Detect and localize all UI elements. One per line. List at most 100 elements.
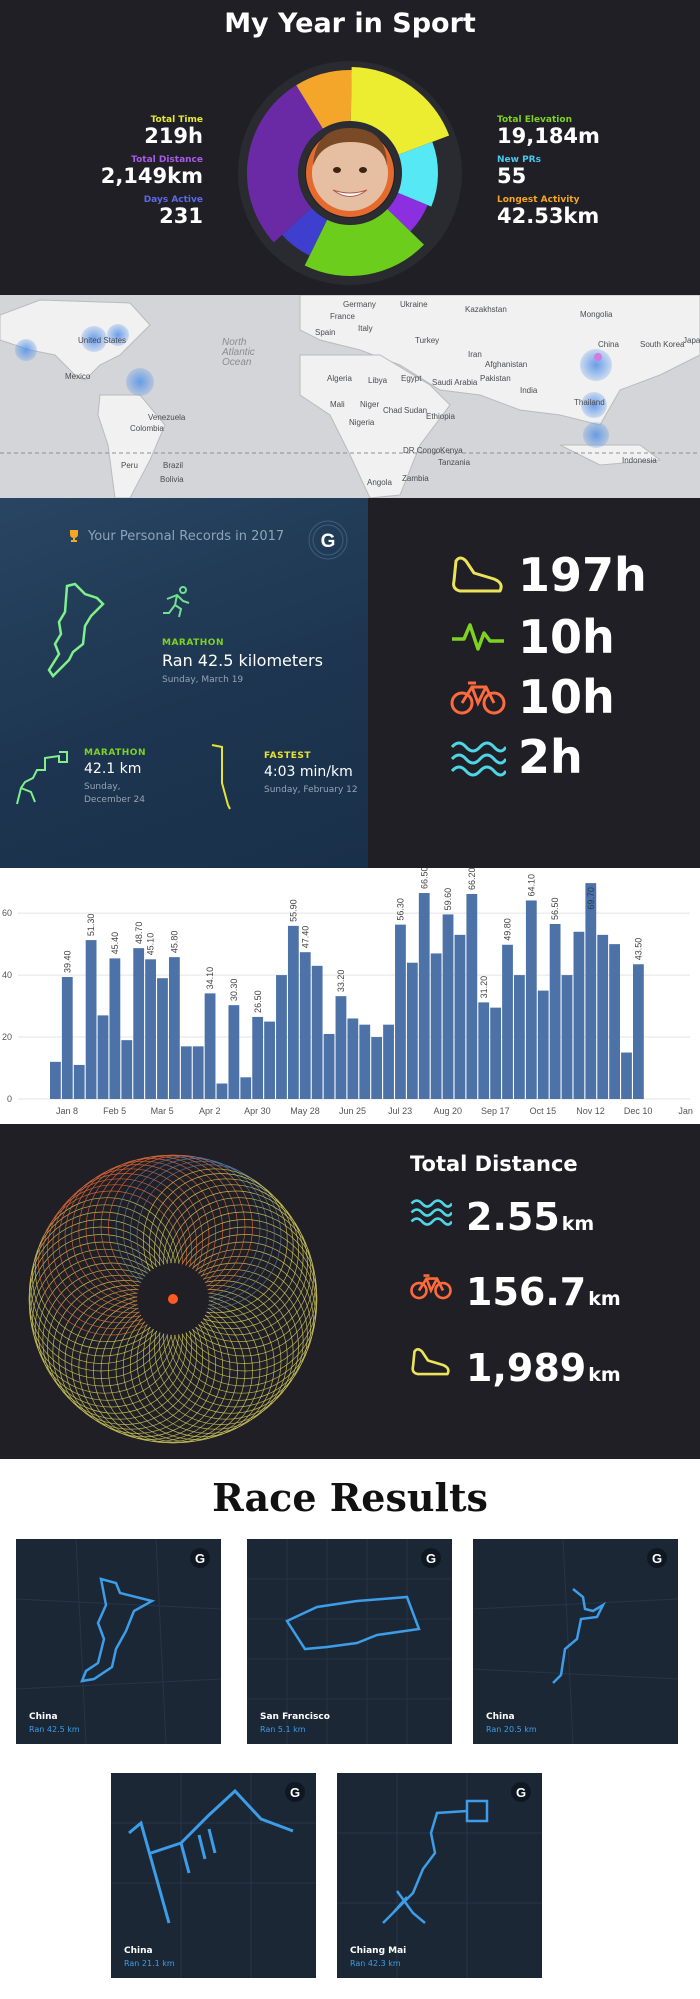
race-distance: Ran 42.3 km [350, 1959, 401, 1968]
stat-days-active: Days Active 231 [144, 195, 203, 227]
bar [276, 975, 287, 1099]
bar [204, 993, 216, 1099]
bar [466, 893, 478, 1099]
y-tick-label: 0 [7, 1094, 12, 1104]
hours-cycling: 10h [450, 670, 615, 724]
x-tick-label: May 28 [290, 1106, 320, 1116]
app-logo-icon: G [285, 1782, 305, 1802]
bar-chart: 0 20 40 60 39.40 51.30 45.40 48.70 45.10 45.80 34.… [2, 868, 693, 1116]
svg-text:G: G [290, 1785, 300, 1800]
land-africa [299, 354, 451, 498]
total-distance-panel: Total Distance 2.55 km 156.7 km 1,989 km [0, 1124, 700, 1459]
stat-value: 219h [144, 124, 203, 148]
spiro-ring [163, 1190, 308, 1336]
spiro-ring [158, 1184, 304, 1330]
bar [85, 940, 97, 1099]
map-label: Indonesia [622, 456, 657, 465]
bar-value-label: 34.10 [205, 967, 215, 990]
map-label: Kazakhstan [465, 305, 507, 314]
stat-value: 231 [159, 204, 203, 228]
record-date: Sunday, March 19 [162, 675, 244, 685]
trophy-icon [70, 530, 78, 542]
map-label: Afghanistan [485, 360, 527, 369]
race-distance: Ran 5.1 km [260, 1725, 306, 1734]
spiro-ring [136, 1164, 282, 1309]
x-tick-label: Jan 8 [56, 1106, 78, 1116]
bar [597, 934, 609, 1099]
bar-value-label: 48.70 [134, 922, 144, 945]
record-date-line2: December 24 [84, 795, 145, 805]
race-card-china-21[interactable]: G China Ran 21.1 km [111, 1773, 316, 1978]
fastest-route [211, 744, 231, 810]
x-tick-label: Feb 5 [103, 1106, 126, 1116]
bar [216, 1083, 228, 1099]
record-date: Sunday, [84, 782, 121, 792]
x-tick-label: Nov 12 [576, 1106, 605, 1116]
stat-total-elevation: Total Elevation 19,184m [497, 115, 600, 147]
map-label: Turkey [415, 336, 439, 345]
activity-marker [580, 349, 612, 381]
stat-label: Total Time [150, 115, 203, 125]
bar [192, 1046, 204, 1099]
stat-total-distance: Total Distance 2,149km [101, 155, 203, 187]
race-card-china-20[interactable]: G China Ran 20.5 km [473, 1539, 678, 1744]
race-card-china-42[interactable]: G China Ran 42.5 km [16, 1539, 221, 1744]
map-label: North [222, 337, 247, 348]
bar [454, 934, 466, 1099]
stat-label: Longest Activity [497, 195, 580, 205]
spiro-ring [148, 1173, 294, 1318]
activity-marker [107, 324, 129, 346]
activity-marker [81, 326, 107, 352]
activity-donut [238, 61, 462, 285]
y-tick-label: 20 [2, 1032, 12, 1042]
personal-records-panel: Your Personal Records in 2017 G MARATHON… [0, 498, 700, 868]
race-card-san-francisco[interactable]: G San Francisco Ran 5.1 km [247, 1539, 452, 1744]
bar-value-label: 47.40 [300, 926, 310, 949]
race-route-map [473, 1539, 678, 1744]
bar-value-label: 45.40 [110, 932, 120, 955]
svg-text:G: G [426, 1551, 436, 1566]
race-card-chiang-mai[interactable]: G Chiang Mai Ran 42.3 km [337, 1773, 542, 1978]
bar [609, 944, 621, 1099]
bar [502, 944, 513, 1099]
race-city: China [29, 1712, 58, 1722]
map-label: Italy [358, 324, 373, 333]
distance-value: 156.7 [466, 1270, 587, 1314]
page-title: My Year in Sport [224, 8, 476, 39]
x-tick-label: Apr 30 [244, 1106, 271, 1116]
donut-segment [387, 192, 428, 232]
record-kind: MARATHON [84, 748, 146, 758]
bar [514, 975, 525, 1099]
bar [359, 1024, 371, 1099]
race-distance: Ran 20.5 km [486, 1725, 537, 1734]
hours-value: 10h [518, 610, 615, 664]
bar [406, 962, 418, 1099]
bar-value-label: 69.70 [586, 887, 596, 910]
stat-label: New PRs [497, 155, 541, 165]
race-route-map [337, 1773, 542, 1978]
land-south-america [97, 394, 166, 498]
distance-running: 1,989 km [410, 1343, 621, 1390]
map-label: Saudi Arabia [432, 378, 478, 387]
donut-segment [246, 85, 323, 243]
stat-longest-activity: Longest Activity 42.53km [497, 195, 599, 227]
y-tick-label: 60 [2, 908, 12, 918]
bar [73, 1064, 85, 1099]
bar [61, 976, 73, 1099]
map-label: Pakistan [480, 374, 511, 383]
map-label: Libya [368, 376, 388, 385]
distance-swim: 2.55 km [410, 1192, 594, 1239]
record-value: 4:03 min/km [264, 764, 353, 780]
map-label: Atlantic [221, 347, 255, 358]
map-label: Sudan [404, 406, 427, 415]
distance-cycling: 156.7 km [410, 1267, 621, 1314]
map-label: Colombia [130, 424, 164, 433]
bar [323, 1033, 335, 1099]
map-label: Mexico [65, 372, 91, 381]
center-dot [168, 1294, 178, 1304]
race-results-panel: Race Results G China Ran 42.5 km G San F… [0, 1459, 700, 1999]
map-label: Egypt [401, 374, 422, 383]
bar [145, 959, 156, 1099]
bar-value-label: 55.90 [288, 899, 298, 922]
map-label: Ocean [222, 357, 252, 368]
